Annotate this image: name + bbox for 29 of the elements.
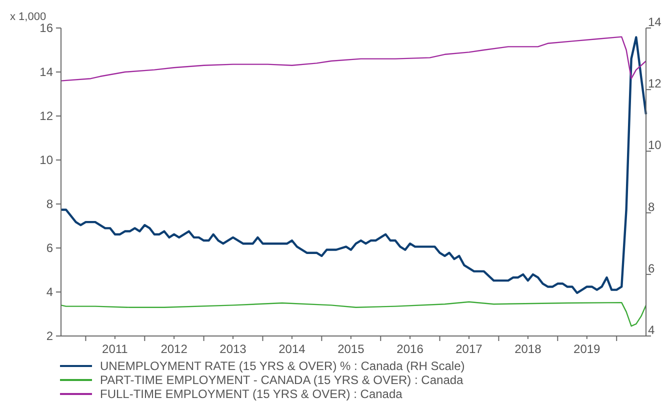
y-tick-label: 4 xyxy=(46,285,54,299)
x-tick-label: 2015 xyxy=(338,342,365,356)
line-series xyxy=(60,36,647,82)
y2-tick-label: 4 xyxy=(648,323,655,337)
x-tick-label: 2018 xyxy=(514,342,542,356)
y-tick-label: 6 xyxy=(46,241,54,255)
y2-tick-label: 12 xyxy=(648,76,662,91)
y-tick-label: 16 xyxy=(40,21,54,35)
legend-label: FULL-TIME EMPLOYMENT (15 YRS & OVER) : Canada xyxy=(100,387,403,401)
x-tick-label: 2019 xyxy=(574,342,601,356)
line-series xyxy=(60,301,647,327)
x-tick-label: 2013 xyxy=(220,342,247,356)
y2-tick-label: 6 xyxy=(648,261,655,276)
y-tick-label: 14 xyxy=(40,65,54,79)
y-tick-label: 2 xyxy=(46,329,54,343)
x-tick-label: 2016 xyxy=(396,342,424,356)
y-tick-label: 10 xyxy=(40,153,54,167)
y2-tick-label: 8 xyxy=(648,200,655,214)
x-tick-label: 2011 xyxy=(102,342,128,356)
y2-tick-label: 14 xyxy=(648,15,662,29)
y-tick-label: 8 xyxy=(46,197,54,211)
y2-tick-label: 10 xyxy=(648,138,662,152)
legend-label: PART-TIME EMPLOYMENT - CANADA (15 YRS & OVER) : Canada xyxy=(100,373,464,387)
x-tick-label: 2012 xyxy=(160,342,188,356)
y-axis-title: x 1,000 xyxy=(10,11,46,23)
y-tick-label: 12 xyxy=(40,109,54,123)
legend-label: UNEMPLOYMENT RATE (15 YRS & OVER) % : Canada (RH Scale) xyxy=(100,359,465,373)
x-tick-label: 2014 xyxy=(278,342,306,356)
x-tick-label: 2017 xyxy=(456,342,483,356)
